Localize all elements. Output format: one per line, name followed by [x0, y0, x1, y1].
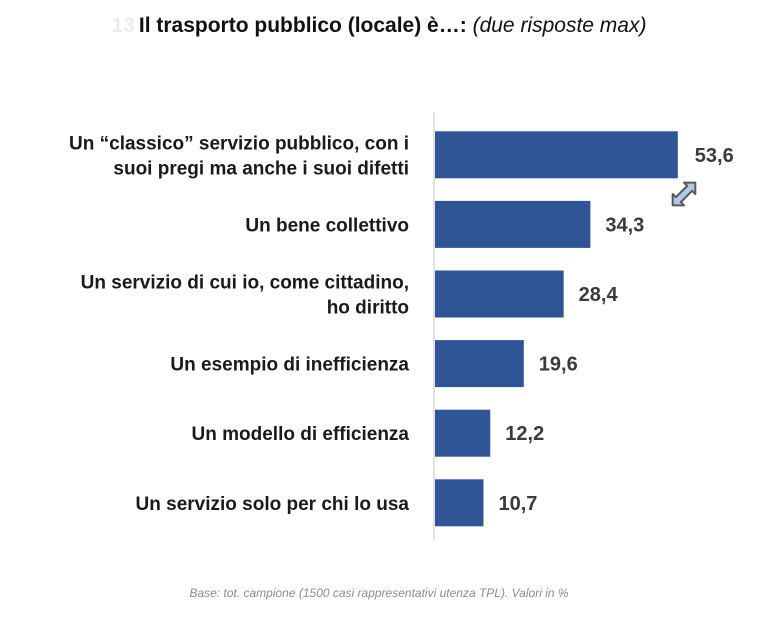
category-label-line: suoi pregi ma anche i suoi difetti — [113, 158, 409, 179]
bar — [435, 131, 678, 179]
bars-group: 53,6 Un “classico” servizio pubblico, con… — [69, 131, 734, 527]
title-note: (due risposte max) — [472, 14, 647, 37]
category-label: Un esempio di inefficienza — [170, 355, 409, 376]
category-label-line: Un bene collettivo — [245, 215, 409, 236]
bar — [435, 270, 564, 318]
annotation-group — [671, 181, 697, 207]
footnote: Base: tot. campione (1500 casi rappresen… — [189, 586, 569, 600]
category-label-line: Un servizio di cui io, come cittadino, — [81, 273, 409, 294]
double-arrow-icon — [671, 181, 697, 207]
bar — [435, 340, 524, 388]
title-main: Il trasporto pubblico (locale) è…: — [138, 14, 467, 37]
category-label-line: Un esempio di inefficienza — [170, 355, 409, 376]
question-number: 13 — [111, 14, 135, 37]
category-label-line: ho diritto — [327, 298, 409, 319]
category-label: Un servizio solo per chi lo usa — [136, 494, 410, 515]
chart-title: 13 Il trasporto pubblico (locale) è…: (du… — [0, 14, 758, 38]
value-label: 12,2 — [505, 423, 544, 445]
category-label: Un servizio di cui io, come cittadino, ho… — [81, 273, 409, 319]
value-label: 53,6 — [695, 145, 734, 167]
value-label: 28,4 — [579, 284, 619, 306]
category-label: Un “classico” servizio pubblico, con i su… — [69, 133, 409, 179]
value-label: 34,3 — [605, 214, 644, 236]
category-label: Un modello di efficienza — [192, 424, 410, 445]
bar — [435, 200, 591, 248]
category-label-line: Un servizio solo per chi lo usa — [136, 494, 410, 515]
value-label: 19,6 — [539, 354, 578, 376]
category-label-line: Un modello di efficienza — [192, 424, 410, 445]
category-label: Un bene collettivo — [245, 215, 409, 236]
category-label-line: Un “classico” servizio pubblico, con i — [69, 133, 409, 154]
value-label: 10,7 — [498, 493, 537, 515]
bar — [435, 409, 491, 457]
bar — [435, 479, 484, 527]
